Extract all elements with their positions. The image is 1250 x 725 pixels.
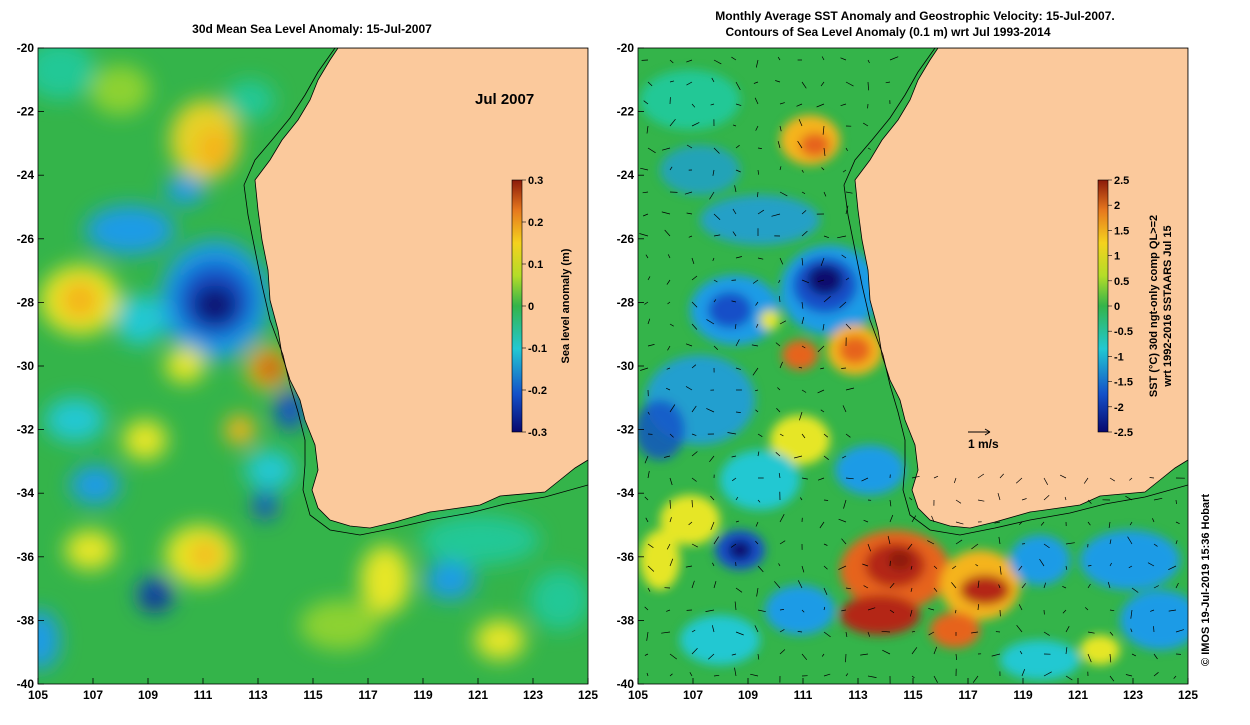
right-x-tick-label: 117	[958, 688, 978, 702]
right-y-tick-label: -24	[617, 168, 635, 182]
right-x-tick-label: 113	[848, 688, 868, 702]
left-y-tick-label: -26	[17, 232, 35, 246]
left-y-tick-label: -24	[17, 168, 35, 182]
left-x-tick-label: 111	[194, 688, 213, 702]
left-x-tick-label: 109	[138, 688, 158, 702]
right-colorbar-tick-label: 2	[1114, 200, 1120, 212]
right-colorbar-tick-label: 1	[1114, 251, 1120, 263]
right-x-tick-label: 107	[683, 688, 703, 702]
velocity-arrow	[692, 500, 693, 507]
left-colorbar-tick-label: -0.2	[528, 385, 547, 397]
velocity-arrow	[1176, 500, 1177, 504]
right-colorbar-tick-label: 0	[1114, 301, 1120, 313]
left-colorbar-tick-label: 0.3	[528, 175, 543, 187]
right-y-tick-label: -36	[617, 550, 635, 564]
left-colorbar-tick-label: 0.2	[528, 217, 543, 229]
velocity-scale-label: 1 m/s	[968, 437, 999, 451]
left-month-label: Jul 2007	[475, 91, 534, 108]
left-map: Jul 2007 0.3 0.2 0.1 0 -0.1 -0.2 -0.3 Sea leve…	[20, 40, 590, 684]
velocity-arrow	[841, 368, 846, 369]
left-y-tick-label: -38	[17, 613, 35, 627]
right-y-tick-label: -20	[617, 41, 635, 55]
right-panel-title-line1: Monthly Average SST Anomaly and Geostrop…	[715, 9, 1114, 23]
left-y-tick-label: -40	[17, 677, 35, 691]
left-colorbar-tick-label: -0.3	[528, 427, 547, 439]
right-colorbar-label-line1: SST (°C) 30d ngt-only comp QL>=2	[1148, 215, 1160, 397]
velocity-arrow	[670, 500, 671, 509]
right-y-tick-label: -26	[617, 232, 635, 246]
left-colorbar-tick-label: 0.1	[528, 259, 543, 271]
left-x-tick-label: 107	[83, 688, 103, 702]
left-x-tick-label: 121	[468, 688, 488, 702]
right-colorbar-label-line2: wrt 1992-2016 SSTAARS Jul 15	[1162, 225, 1174, 387]
right-colorbar-tick-label: -0.5	[1114, 326, 1133, 338]
right-x-tick-label: 123	[1123, 688, 1143, 702]
left-y-tick-label: -30	[17, 359, 35, 373]
left-colorbar-tick-label: -0.1	[528, 343, 547, 355]
right-colorbar-tick-label: -1.5	[1114, 377, 1133, 389]
right-x-tick-label: 115	[903, 688, 923, 702]
right-colorbar-tick-label: 0.5	[1114, 276, 1129, 288]
left-x-tick-label: 125	[578, 688, 598, 702]
right-y-tick-label: -30	[617, 359, 635, 373]
left-x-tick-label: 119	[413, 688, 433, 702]
credit-text: © IMOS 19-Jul-2019 15:36 Hobart	[1200, 494, 1212, 666]
right-x-tick-label: 121	[1068, 688, 1088, 702]
right-x-tick-label: 125	[1178, 688, 1198, 702]
right-y-tick-label: -22	[617, 105, 635, 119]
right-x-tick-label: 109	[738, 688, 758, 702]
left-y-tick-label: -36	[17, 550, 35, 564]
velocity-arrow	[846, 654, 847, 662]
velocity-arrow	[824, 500, 828, 501]
left-colorbar-tick-label: 0	[528, 301, 534, 313]
left-panel-title: 30d Mean Sea Level Anomaly: 15-Jul-2007	[192, 22, 432, 36]
left-x-tick-label: 113	[248, 688, 268, 702]
left-colorbar-label: Sea level anomaly (m)	[560, 248, 572, 363]
right-panel-title-line2: Contours of Sea Level Anomaly (0.1 m) wr…	[726, 25, 1051, 39]
left-y-tick-label: -32	[17, 423, 35, 437]
left-y-tick-label: -20	[17, 41, 35, 55]
right-colorbar-tick-label: 1.5	[1114, 225, 1129, 237]
right-x-tick-label: 119	[1013, 688, 1033, 702]
right-colorbar	[1098, 180, 1108, 432]
left-y-tick-label: -22	[17, 105, 35, 119]
right-map: 1 m/s 2.5 2 1.5 1 0.5 0 -0.5 -1 -1.5 -2 -2.5 SST (…	[635, 48, 1200, 684]
right-colorbar-tick-label: -2.5	[1114, 427, 1133, 439]
left-y-tick-label: -34	[17, 486, 35, 500]
right-colorbar-tick-label: -1	[1114, 351, 1124, 363]
left-x-tick-label: 123	[523, 688, 543, 702]
right-y-tick-label: -28	[617, 295, 635, 309]
right-y-tick-label: -34	[617, 486, 635, 500]
left-colorbar	[512, 180, 522, 432]
left-x-tick-label: 115	[303, 688, 323, 702]
right-x-tick-label: 111	[794, 688, 813, 702]
velocity-arrow	[1154, 626, 1155, 632]
left-y-tick-label: -28	[17, 295, 35, 309]
right-y-tick-label: -38	[617, 613, 635, 627]
right-y-tick-label: -40	[617, 677, 635, 691]
right-colorbar-tick-label: 2.5	[1114, 175, 1129, 187]
right-y-tick-label: -32	[617, 423, 635, 437]
left-x-tick-label: 117	[358, 688, 378, 702]
right-colorbar-tick-label: -2	[1114, 402, 1124, 414]
velocity-arrow	[1150, 478, 1154, 479]
